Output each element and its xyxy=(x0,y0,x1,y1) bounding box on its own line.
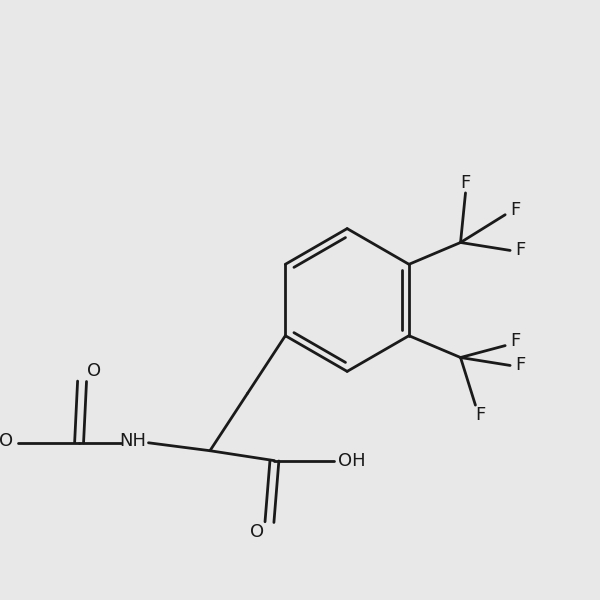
Text: NH: NH xyxy=(119,432,146,450)
Text: F: F xyxy=(515,241,525,259)
Text: F: F xyxy=(460,174,470,192)
Text: O: O xyxy=(0,432,13,450)
Text: F: F xyxy=(510,332,520,350)
Text: O: O xyxy=(87,362,101,380)
Text: F: F xyxy=(510,201,520,219)
Text: F: F xyxy=(475,406,485,424)
Text: OH: OH xyxy=(338,452,365,470)
Text: F: F xyxy=(515,356,525,374)
Text: O: O xyxy=(250,523,265,541)
